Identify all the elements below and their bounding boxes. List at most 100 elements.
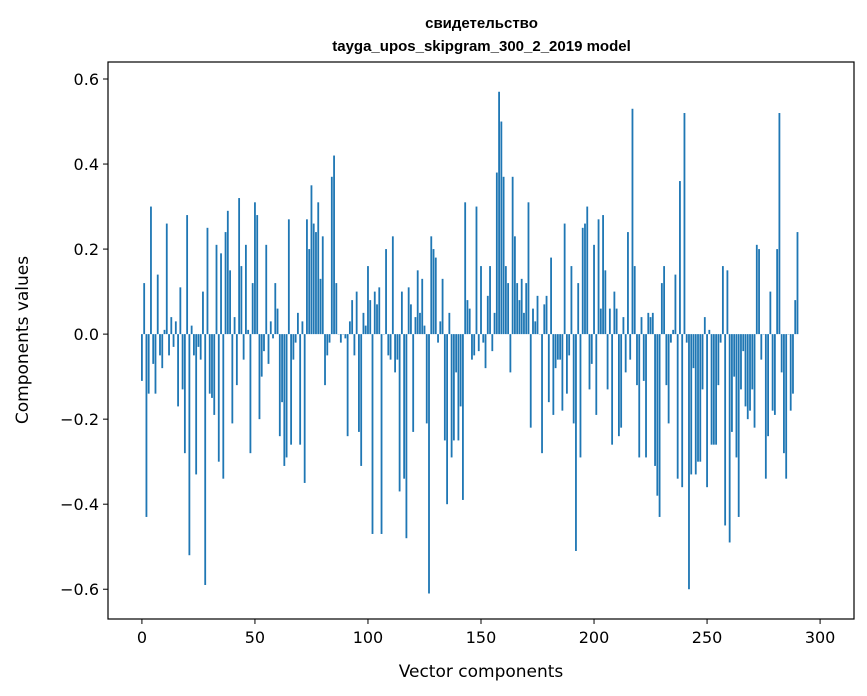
bar-285 [785, 334, 788, 479]
bar-65 [287, 219, 290, 335]
bar-252 [710, 334, 713, 445]
y-tick-label: −0.2 [60, 410, 99, 429]
bar-37 [224, 232, 227, 335]
bar-108 [385, 249, 387, 335]
bar-271 [753, 334, 756, 428]
bar-206 [606, 334, 609, 390]
bar-56 [267, 334, 270, 364]
bar-270 [751, 334, 754, 390]
bar-250 [706, 334, 708, 488]
bar-174 [534, 321, 537, 335]
bar-163 [509, 334, 512, 373]
bar-2 [145, 334, 148, 517]
bar-91 [346, 334, 349, 437]
bar-165 [514, 236, 516, 335]
bar-158 [498, 91, 500, 335]
bar-185 [559, 334, 562, 360]
y-tick-label: 0.0 [74, 325, 99, 344]
bar-114 [398, 334, 401, 492]
bar-269 [749, 334, 751, 411]
bar-187 [563, 223, 566, 335]
x-tick-label: 150 [466, 628, 497, 647]
bar-189 [568, 334, 571, 356]
bar-261 [731, 334, 733, 432]
bar-25 [197, 334, 200, 347]
bar-31 [211, 334, 213, 398]
bar-204 [602, 215, 604, 335]
bar-274 [760, 334, 763, 360]
bar-99 [364, 325, 367, 335]
bar-171 [527, 202, 530, 335]
bar-234 [669, 334, 672, 343]
bar-132 [439, 321, 442, 335]
bar-215 [627, 232, 629, 335]
bar-200 [593, 244, 595, 335]
bar-94 [353, 334, 356, 356]
bar-4 [150, 206, 152, 335]
bar-30 [208, 334, 211, 394]
bar-49 [251, 283, 254, 335]
bar-220 [638, 334, 641, 458]
bar-219 [636, 334, 638, 386]
bar-208 [611, 334, 614, 445]
bar-236 [674, 274, 677, 335]
bar-17 [179, 287, 182, 335]
bar-45 [242, 334, 245, 360]
bar-27 [202, 291, 204, 335]
bar-93 [351, 300, 354, 335]
bar-199 [590, 334, 593, 364]
bar-181 [550, 257, 552, 335]
bar-75 [310, 185, 313, 335]
bar-149 [477, 334, 480, 352]
y-axis-ticks: −0.6 −0.4 −0.2 0.0 0.2 0.4 0.6 [60, 70, 108, 599]
bar-257 [721, 266, 724, 335]
bar-237 [676, 334, 679, 479]
bar-201 [595, 334, 598, 415]
bar-160 [502, 176, 505, 335]
bar-188 [566, 334, 568, 394]
bar-141 [459, 334, 462, 407]
bar-100 [367, 266, 369, 335]
bar-44 [240, 266, 243, 335]
bar-209 [613, 291, 616, 335]
bar-69 [296, 312, 299, 335]
bar-42 [235, 334, 238, 386]
bar-66 [290, 334, 293, 445]
bar-83 [328, 334, 331, 343]
bar-0 [141, 334, 143, 381]
bar-95 [355, 291, 358, 335]
bar-112 [394, 334, 396, 373]
bar-43 [238, 198, 241, 335]
bar-7 [156, 274, 159, 335]
bar-71 [301, 321, 304, 335]
bar-59 [274, 283, 277, 335]
x-axis-ticks: 0 50 100 150 200 250 300 [137, 619, 835, 647]
bar-60 [276, 308, 279, 335]
bar-137 [450, 334, 453, 458]
bar-84 [330, 176, 333, 335]
bar-266 [742, 334, 745, 352]
bar-57 [269, 321, 272, 335]
bar-126 [425, 334, 428, 424]
bar-249 [703, 317, 706, 335]
plot-frame [107, 61, 855, 620]
bar-225 [649, 317, 652, 335]
bar-183 [554, 334, 557, 369]
bar-64 [285, 334, 288, 458]
bar-121 [414, 317, 417, 335]
bar-86 [335, 283, 338, 335]
bar-284 [783, 334, 785, 454]
bar-92 [348, 321, 351, 335]
bar-240 [683, 113, 686, 335]
x-tick-label: 250 [692, 628, 723, 647]
bar-229 [658, 334, 661, 517]
bar-38 [226, 210, 229, 335]
bar-54 [263, 334, 265, 352]
bar-145 [468, 308, 471, 335]
bar-194 [579, 334, 582, 458]
bar-211 [617, 334, 620, 437]
bar-129 [432, 249, 435, 335]
x-tick-label: 50 [245, 628, 265, 647]
bar-96 [358, 334, 360, 432]
